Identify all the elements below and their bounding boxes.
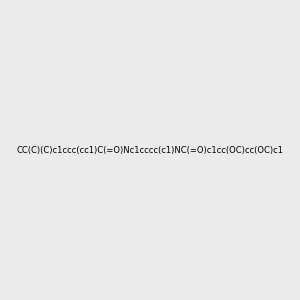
- Text: CC(C)(C)c1ccc(cc1)C(=O)Nc1cccc(c1)NC(=O)c1cc(OC)cc(OC)c1: CC(C)(C)c1ccc(cc1)C(=O)Nc1cccc(c1)NC(=O)…: [16, 146, 283, 154]
